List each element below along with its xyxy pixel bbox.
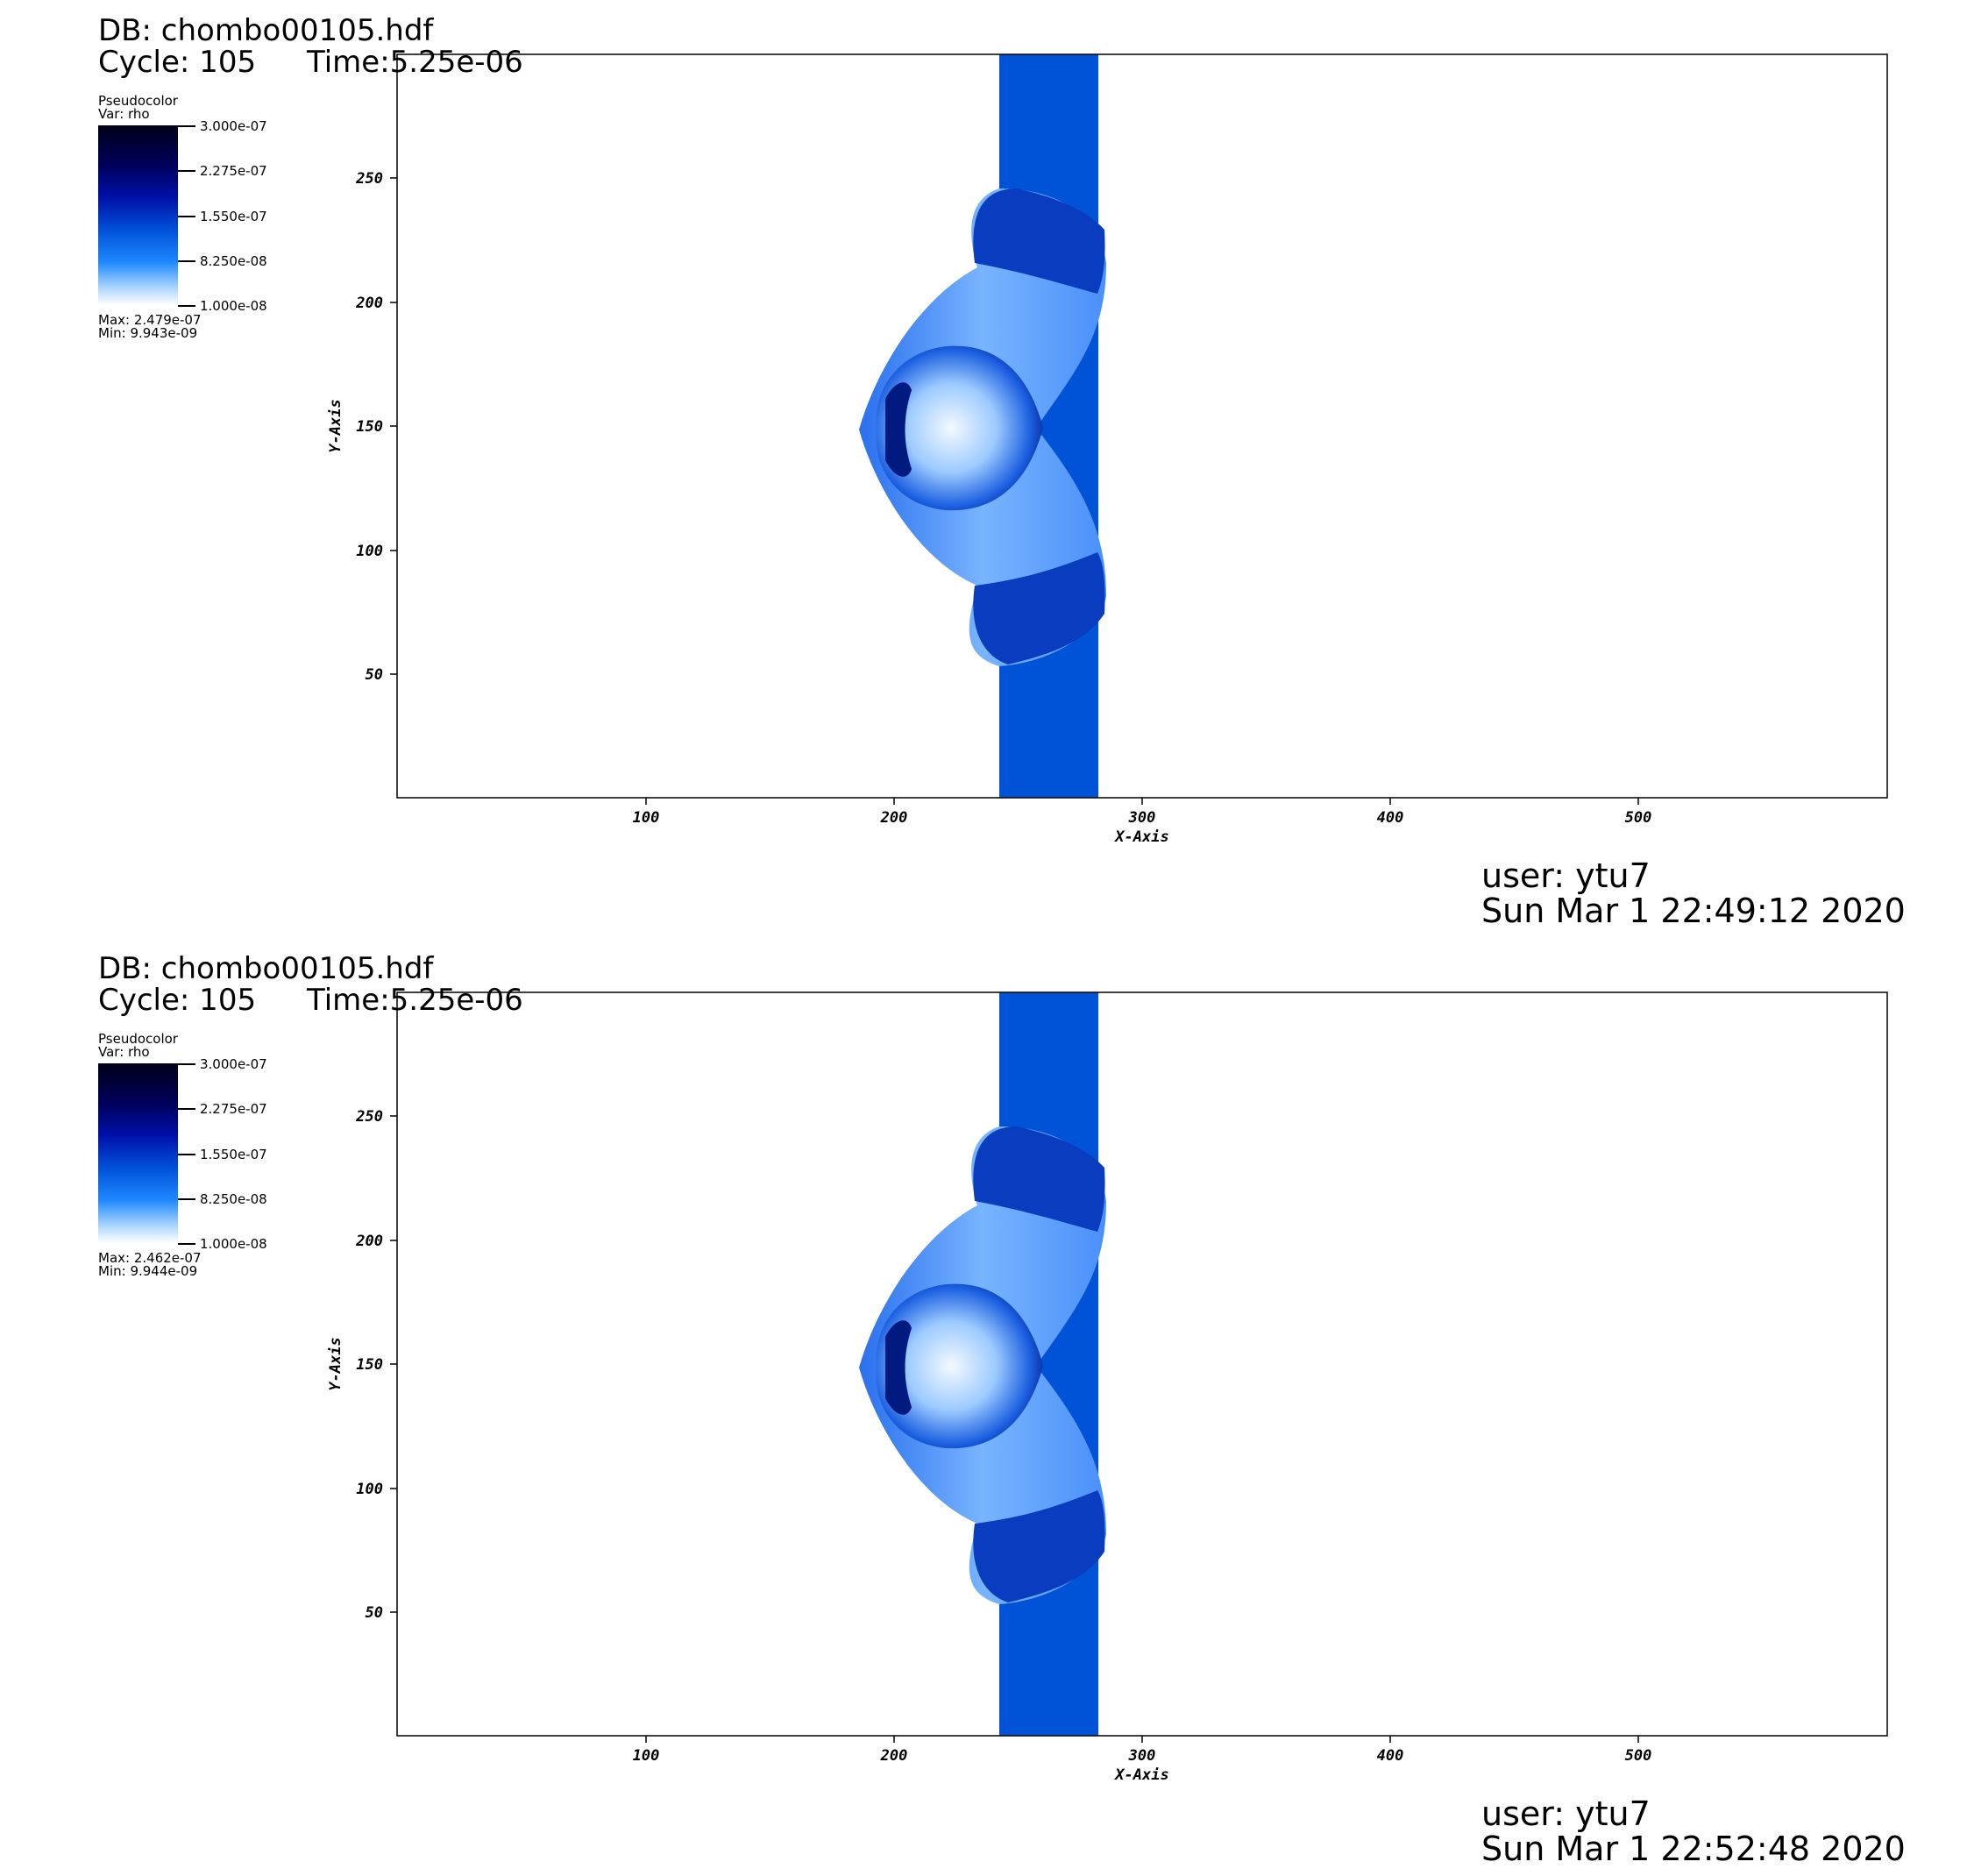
- y-tick-label: 200: [355, 295, 383, 312]
- database-label: DB: chombo00105.hdf: [98, 951, 434, 986]
- y-tick-label: 50: [366, 666, 383, 684]
- legend-tick-label: 1.550e-07: [200, 1147, 267, 1162]
- upper-cap: [973, 1126, 1105, 1232]
- legend-tick: [178, 1198, 195, 1200]
- x-axis-label: X-Axis: [1113, 1766, 1168, 1784]
- y-tick-label: 250: [355, 1108, 383, 1126]
- legend-plot-type: Pseudocolor: [98, 1031, 178, 1047]
- x-tick-label: 500: [1625, 1747, 1652, 1765]
- y-tick-label: 150: [356, 1356, 383, 1374]
- inner-filament: [885, 382, 912, 477]
- legend-tick-label: 2.275e-07: [200, 1101, 267, 1117]
- legend-tick-label: 2.275e-07: [200, 163, 267, 179]
- lower-cap: [973, 1490, 1105, 1602]
- legend-tick: [178, 305, 195, 307]
- legend-tick-label: 1.000e-08: [200, 298, 267, 314]
- time-label: Time:5.25e-06: [307, 983, 523, 1018]
- legend-plot-type: Pseudocolor: [98, 93, 178, 109]
- x-tick-label: 200: [880, 809, 908, 827]
- legend-tick: [178, 125, 195, 127]
- y-tick-label: 150: [356, 418, 383, 436]
- date-label: Sun Mar 1 22:49:12 2020: [1481, 892, 1906, 930]
- y-axis-label: Y-Axis: [327, 1337, 344, 1390]
- database-label: DB: chombo00105.hdf: [98, 13, 434, 48]
- x-tick-label: 400: [1377, 809, 1404, 827]
- y-tick-label: 200: [355, 1233, 383, 1250]
- legend-var: Var: rho: [98, 106, 150, 122]
- dense-core: [876, 345, 1043, 511]
- x-tick-label: 200: [880, 1747, 908, 1765]
- legend-tick-label: 1.550e-07: [200, 209, 267, 224]
- y-tick-label: 50: [366, 1604, 383, 1622]
- legend-var: Var: rho: [98, 1044, 150, 1060]
- legend-tick: [178, 1108, 195, 1110]
- plot-frame: [396, 991, 1888, 1737]
- legend-tick-label: 1.000e-08: [200, 1236, 267, 1252]
- legend-max: Max: 2.462e-07: [98, 1250, 202, 1266]
- legend-colorbar: [98, 125, 178, 305]
- x-axis-ticks: [645, 798, 1639, 805]
- legend-tick-label: 8.250e-08: [200, 1191, 267, 1207]
- legend-colorbar: [98, 1063, 178, 1243]
- legend-min: Min: 9.944e-09: [98, 1263, 198, 1279]
- legend-tick: [178, 1243, 195, 1245]
- x-tick-label: 100: [633, 1747, 660, 1765]
- inner-filament: [885, 1320, 912, 1415]
- x-axis-label: X-Axis: [1113, 828, 1168, 846]
- legend-tick: [178, 1063, 195, 1065]
- plot-panel: DB: chombo00105.hdf Cycle: 105 Time:5.25…: [0, 938, 1967, 1876]
- x-tick-label: 300: [1128, 809, 1156, 827]
- y-tick-label: 250: [355, 170, 383, 188]
- y-axis-label: Y-Axis: [327, 399, 344, 452]
- y-axis-ticks: [390, 1115, 397, 1613]
- date-label: Sun Mar 1 22:52:48 2020: [1481, 1830, 1906, 1868]
- x-tick-label: 300: [1128, 1747, 1156, 1765]
- legend-tick-label: 8.250e-08: [200, 253, 267, 269]
- density-plot: 100 200 300 400 500 X-Axis 250 200 150 1…: [327, 53, 1888, 846]
- plot-frame: [396, 53, 1888, 799]
- legend-tick-label: 3.000e-07: [200, 118, 267, 134]
- lower-cap: [973, 552, 1105, 664]
- x-tick-label: 400: [1377, 1747, 1404, 1765]
- cycle-label: Cycle: 105: [98, 45, 257, 80]
- density-plot: 100 200 300 400 500 X-Axis 250 200 150 1…: [327, 991, 1888, 1784]
- time-label: Time:5.25e-06: [307, 45, 523, 80]
- legend-tick: [178, 216, 195, 217]
- legend-min: Min: 9.943e-09: [98, 325, 198, 341]
- upper-cap: [973, 188, 1105, 294]
- legend-tick: [178, 260, 195, 262]
- legend-tick-label: 3.000e-07: [200, 1056, 267, 1072]
- x-tick-label: 500: [1625, 809, 1652, 827]
- legend-max: Max: 2.479e-07: [98, 312, 202, 328]
- user-label: user: ytu7: [1481, 856, 1651, 895]
- y-tick-label: 100: [356, 543, 383, 560]
- dense-core: [876, 1283, 1043, 1449]
- user-label: user: ytu7: [1481, 1794, 1651, 1833]
- cycle-label: Cycle: 105: [98, 983, 257, 1018]
- x-axis-ticks: [645, 1736, 1639, 1743]
- y-tick-label: 100: [356, 1481, 383, 1498]
- legend-tick: [178, 1154, 195, 1155]
- legend-tick: [178, 170, 195, 172]
- plot-panel: DB: chombo00105.hdf Cycle: 105 Time:5.25…: [98, 13, 1906, 930]
- y-axis-ticks: [390, 177, 397, 675]
- x-tick-label: 100: [633, 809, 660, 827]
